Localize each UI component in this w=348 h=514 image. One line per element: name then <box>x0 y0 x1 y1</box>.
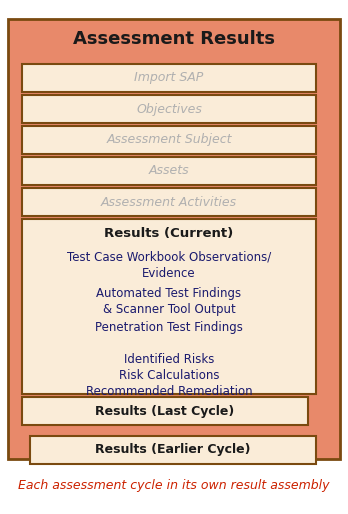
Bar <box>22 126 316 154</box>
Bar <box>22 219 316 394</box>
Text: Automated Test Findings
& Scanner Tool Output: Automated Test Findings & Scanner Tool O… <box>96 287 242 316</box>
Bar <box>8 19 340 459</box>
Text: Penetration Test Findings: Penetration Test Findings <box>95 321 243 334</box>
Bar <box>30 436 316 464</box>
Text: Results (Earlier Cycle): Results (Earlier Cycle) <box>95 444 251 456</box>
Bar <box>22 157 316 185</box>
Text: Assessment Results: Assessment Results <box>73 30 275 48</box>
Text: Import SAP: Import SAP <box>134 71 204 84</box>
Text: Assessment Activities: Assessment Activities <box>101 195 237 209</box>
Bar <box>22 188 316 216</box>
Text: Test Case Workbook Observations/
Evidence: Test Case Workbook Observations/ Evidenc… <box>67 251 271 280</box>
Text: Each assessment cycle in its own result assembly: Each assessment cycle in its own result … <box>18 480 330 492</box>
Text: Identified Risks
Risk Calculations
Recommended Remediation: Identified Risks Risk Calculations Recom… <box>86 353 252 398</box>
Text: Objectives: Objectives <box>136 102 202 116</box>
Bar <box>22 95 316 123</box>
Text: Assessment Subject: Assessment Subject <box>106 134 232 146</box>
Text: Assets: Assets <box>149 164 189 177</box>
Bar <box>22 397 308 425</box>
Text: Results (Last Cycle): Results (Last Cycle) <box>95 405 235 417</box>
Bar <box>22 64 316 92</box>
Text: Results (Current): Results (Current) <box>104 227 234 240</box>
